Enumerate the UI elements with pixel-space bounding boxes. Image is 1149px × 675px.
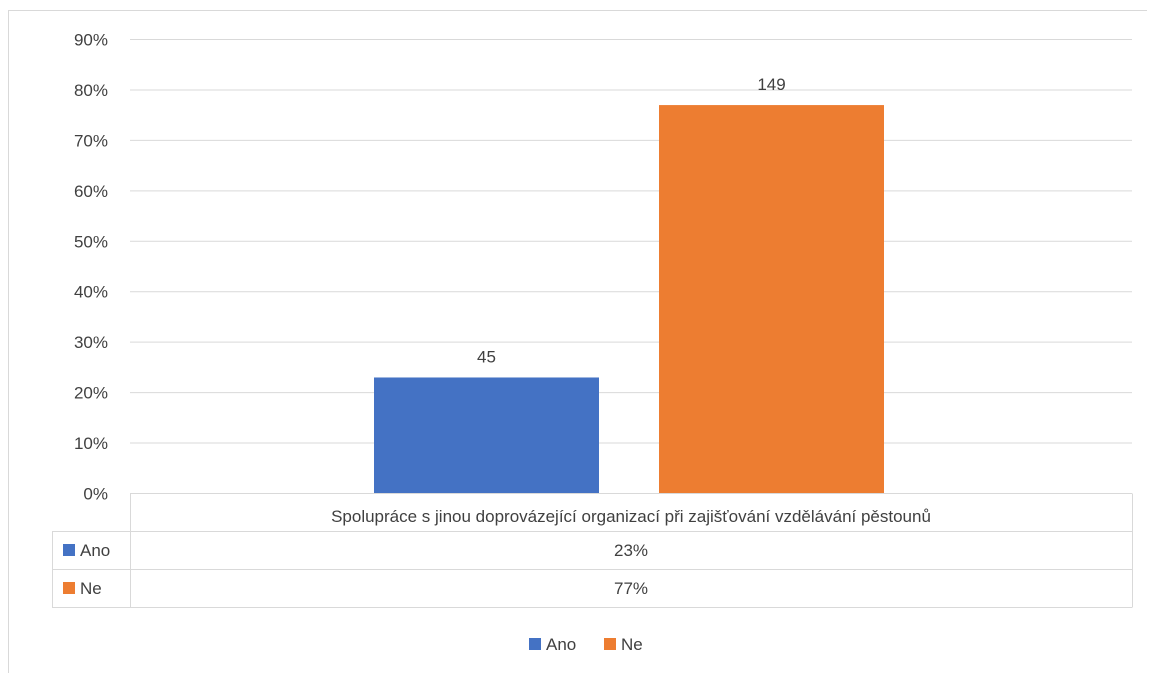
y-tick-label: 0%	[83, 485, 108, 504]
y-tick-label: 40%	[74, 283, 108, 302]
table-value-ne: 77%	[614, 579, 648, 598]
table-key-swatch-ano	[63, 544, 75, 556]
legend-swatch-ne	[604, 638, 616, 650]
y-tick-label: 90%	[74, 31, 108, 50]
table-category-header: Spolupráce s jinou doprovázející organiz…	[331, 507, 931, 526]
y-tick-label: 70%	[74, 131, 108, 150]
y-tick-label: 30%	[74, 333, 108, 352]
data-label-ne: 149	[757, 75, 785, 94]
table-rows: Ano 23% Ne 77%	[63, 541, 648, 598]
y-tick-label: 80%	[74, 81, 108, 100]
table-value-ano: 23%	[614, 541, 648, 560]
bar-ne	[659, 105, 884, 494]
legend-label-ano: Ano	[546, 635, 576, 654]
legend-label-ne: Ne	[621, 635, 643, 654]
data-table: Spolupráce s jinou doprovázející organiz…	[52, 493, 1133, 608]
chart-frame	[8, 10, 1147, 673]
y-tick-label: 60%	[74, 182, 108, 201]
bars	[374, 105, 884, 494]
y-axis-ticks: 0% 10% 20% 30% 40% 50% 60% 70% 80% 90%	[74, 31, 108, 504]
y-tick-label: 10%	[74, 434, 108, 453]
gridlines	[130, 39, 1132, 494]
legend-swatch-ano	[529, 638, 541, 650]
legend: Ano Ne	[529, 635, 643, 654]
data-label-ano: 45	[477, 347, 496, 366]
table-row-name-ne: Ne	[80, 579, 102, 598]
table-key-swatch-ne	[63, 582, 75, 594]
y-tick-label: 20%	[74, 384, 108, 403]
table-row-name-ano: Ano	[80, 541, 110, 560]
data-labels: 45 149	[477, 75, 786, 366]
y-tick-label: 50%	[74, 232, 108, 251]
bar-ano	[374, 377, 599, 494]
